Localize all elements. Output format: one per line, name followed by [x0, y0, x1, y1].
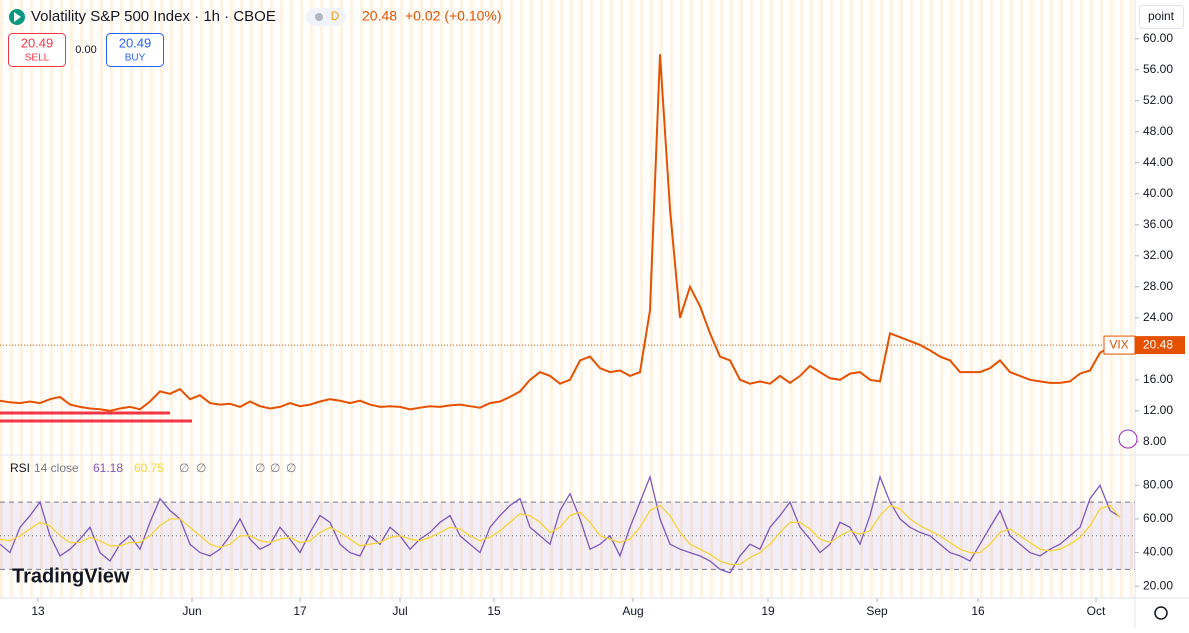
price-change: +0.02 (+0.10%) — [405, 8, 502, 24]
hidden-value: ∅ — [196, 461, 206, 475]
hidden-value: ∅ — [255, 461, 265, 475]
sell-button[interactable] — [8, 33, 66, 67]
logo[interactable]: TradingView — [12, 565, 130, 587]
x-tick-label: 15 — [487, 604, 501, 618]
y-tick-label: 60.00 — [1143, 31, 1173, 45]
hidden-value: ∅ — [286, 461, 296, 475]
hidden-value: ∅ — [270, 461, 280, 475]
last-price-tag — [1135, 336, 1185, 355]
x-tick-label: 19 — [761, 604, 775, 618]
y-tick-label: 20.00 — [1143, 578, 1173, 592]
rsi-band — [0, 502, 1135, 570]
x-tick-label: Oct — [1087, 604, 1106, 618]
series-line — [0, 504, 1121, 566]
y-tick-label: 8.00 — [1143, 434, 1167, 448]
spread: 0.00 — [75, 44, 96, 56]
y-tick-label: 48.00 — [1143, 124, 1173, 138]
y-tick-label: 16.00 — [1143, 372, 1173, 386]
y-tick-label: 56.00 — [1143, 62, 1173, 76]
sell-price: 20.49 — [21, 35, 54, 50]
status-icon — [14, 12, 21, 22]
settings-icon[interactable] — [1154, 606, 1168, 620]
x-tick-label: Jul — [392, 604, 407, 618]
y-tick-label: 12.00 — [1143, 403, 1173, 417]
x-tick-label: 13 — [31, 604, 45, 618]
y-tick-label: 52.00 — [1143, 93, 1173, 107]
y-tick-label: 80.00 — [1143, 477, 1173, 491]
y-tick-label: 44.00 — [1143, 155, 1173, 169]
hidden-value: ∅ — [179, 461, 189, 475]
symbol-title[interactable]: Volatility S&P 500 Index · 1h · CBOE — [31, 8, 276, 25]
series-line — [0, 474, 1121, 574]
x-tick-label: Jun — [182, 604, 201, 618]
rsi-title: RSI — [10, 461, 30, 475]
last-price: 20.48 — [362, 8, 397, 24]
buy-price: 20.49 — [119, 35, 152, 50]
badge-text: D — [331, 9, 340, 23]
last-price-label: 20.48 — [1143, 337, 1173, 351]
rsi-value: 61.18 — [93, 461, 123, 475]
y-tick-label: 28.00 — [1143, 279, 1173, 293]
y-tick-label: 24.00 — [1143, 310, 1173, 324]
series-line — [0, 54, 1121, 412]
scale-button[interactable] — [1139, 5, 1184, 29]
y-tick-label: 40.00 — [1143, 545, 1173, 559]
buy-button[interactable] — [106, 33, 164, 67]
scale-button-label: point — [1148, 9, 1175, 23]
badge[interactable] — [306, 8, 346, 26]
y-tick-label: 40.00 — [1143, 186, 1173, 200]
series-name: VIX — [1109, 337, 1128, 351]
x-tick-label: Sep — [866, 604, 888, 618]
x-tick-label: 16 — [971, 604, 985, 618]
y-tick-label: 32.00 — [1143, 248, 1173, 262]
rsi-params: 14 close — [34, 461, 79, 475]
x-tick-label: Aug — [622, 604, 643, 618]
buy-label: BUY — [125, 53, 146, 64]
alert-icon[interactable] — [1118, 429, 1138, 449]
x-tick-label: 17 — [293, 604, 307, 618]
sell-label: SELL — [25, 53, 50, 64]
y-tick-label: 60.00 — [1143, 511, 1173, 525]
rsi-ma-value: 60.75 — [134, 461, 164, 475]
badge-dot — [315, 13, 323, 21]
y-tick-label: 36.00 — [1143, 217, 1173, 231]
